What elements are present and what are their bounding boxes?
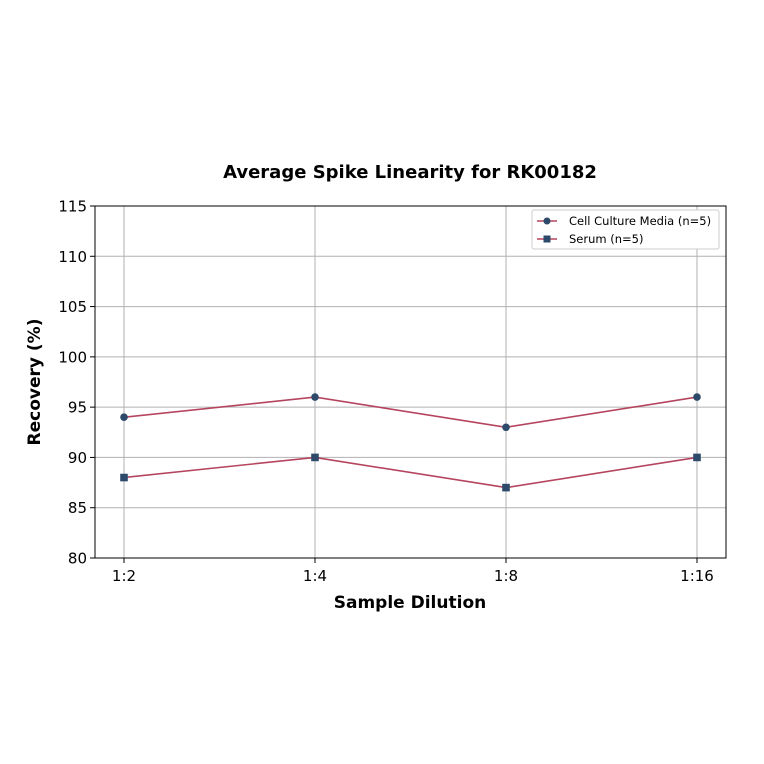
legend-circle-icon [543, 217, 551, 225]
x-tick-label: 1:16 [680, 567, 714, 585]
y-tick-label: 105 [58, 298, 87, 316]
x-tick-label: 1:4 [303, 567, 327, 585]
data-point-circle [502, 423, 510, 432]
x-tick-label: 1:2 [112, 567, 136, 585]
x-axis-label: Sample Dilution [334, 593, 486, 613]
y-axis-ticks: 80 85 90 95 100 105 110 115 [58, 198, 95, 568]
y-tick-label: 100 [58, 348, 87, 366]
series-cell-culture-media [120, 393, 701, 432]
series-serum [120, 453, 701, 492]
legend-box [531, 209, 720, 250]
chart-title: Average Spike Linearity for RK00182 [223, 162, 597, 183]
y-tick-label: 95 [68, 399, 87, 417]
series-line [123, 396, 698, 429]
x-axis-ticks: 1:2 1:4 1:8 1:16 [112, 558, 714, 585]
data-point-square [502, 483, 510, 492]
y-tick-label: 115 [58, 198, 87, 216]
y-tick-label: 90 [68, 449, 87, 467]
legend: Cell Culture Media (n=5) Serum (n=5) [531, 209, 720, 250]
legend-square-icon [543, 235, 551, 243]
data-point-circle [311, 393, 319, 401]
legend-label: Serum (n=5) [569, 232, 643, 246]
data-point-square [311, 453, 319, 462]
legend-label: Cell Culture Media (n=5) [569, 214, 711, 228]
y-tick-label: 110 [58, 248, 87, 266]
data-point-square [120, 473, 128, 482]
grid-lines [95, 205, 726, 559]
plot-frame [94, 205, 727, 559]
y-tick-label: 80 [68, 550, 87, 568]
data-point-circle [120, 413, 128, 422]
data-series [120, 393, 701, 492]
data-point-circle [693, 393, 701, 401]
y-tick-label: 85 [68, 499, 87, 517]
y-axis-label: Recovery (%) [25, 319, 45, 446]
data-point-square [693, 453, 701, 462]
series-line [123, 456, 698, 489]
x-tick-label: 1:8 [494, 567, 518, 585]
